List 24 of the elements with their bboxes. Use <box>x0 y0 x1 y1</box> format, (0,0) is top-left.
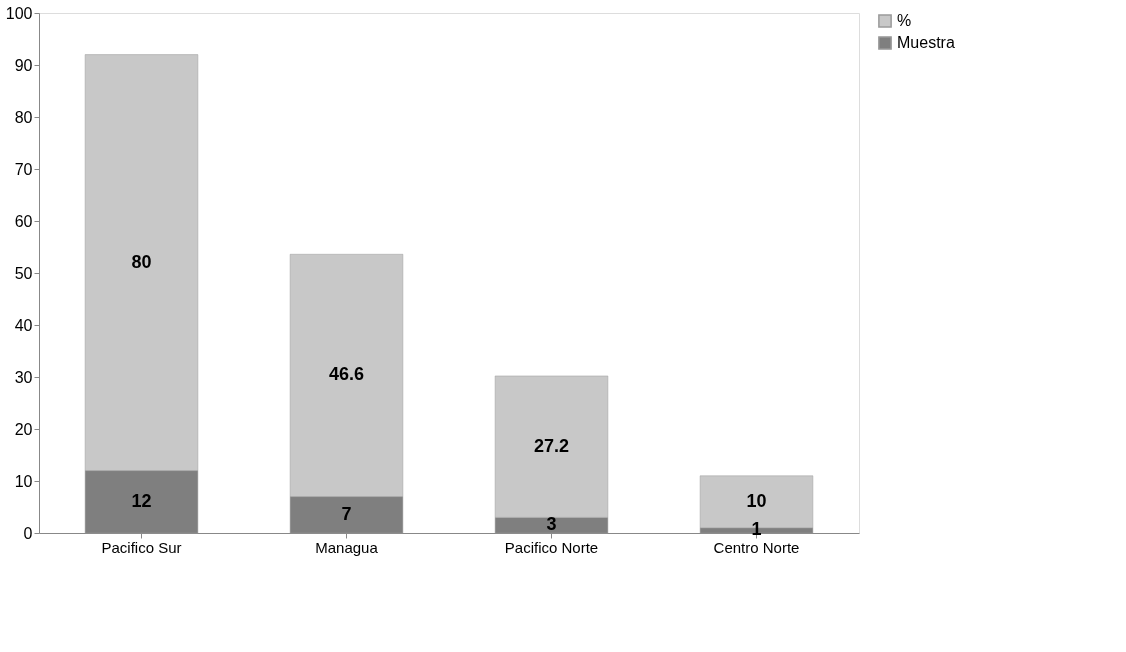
data-label: 7 <box>341 503 352 524</box>
data-label: 10 <box>746 490 767 511</box>
x-tick-label: Pacifico Norte <box>504 538 599 556</box>
y-tick-label: 30 <box>14 368 33 386</box>
x-tick-label: Centro Norte <box>713 538 800 556</box>
data-label: 80 <box>131 251 152 272</box>
y-tick-label: 100 <box>5 4 33 22</box>
y-tick-label: 60 <box>14 212 33 230</box>
data-label: 46.6 <box>328 364 365 385</box>
y-tick-label: 90 <box>14 56 33 74</box>
y-tick-label: 80 <box>14 108 33 126</box>
y-tick-label: 50 <box>14 264 33 282</box>
data-label: 3 <box>546 514 557 535</box>
y-tick-label: 10 <box>14 472 33 490</box>
y-tick-label: 70 <box>14 160 33 178</box>
legend-label: Muestra <box>897 34 955 51</box>
y-tick-label: 0 <box>23 524 33 542</box>
y-tick-label: 40 <box>14 316 33 334</box>
y-tick-label: 20 <box>14 420 33 438</box>
data-label: 12 <box>131 490 152 511</box>
data-label: 27.2 <box>533 435 570 456</box>
x-tick-label: Pacifico Sur <box>101 538 182 556</box>
x-tick-label: Managua <box>315 538 379 556</box>
legend-label: % <box>897 12 912 29</box>
